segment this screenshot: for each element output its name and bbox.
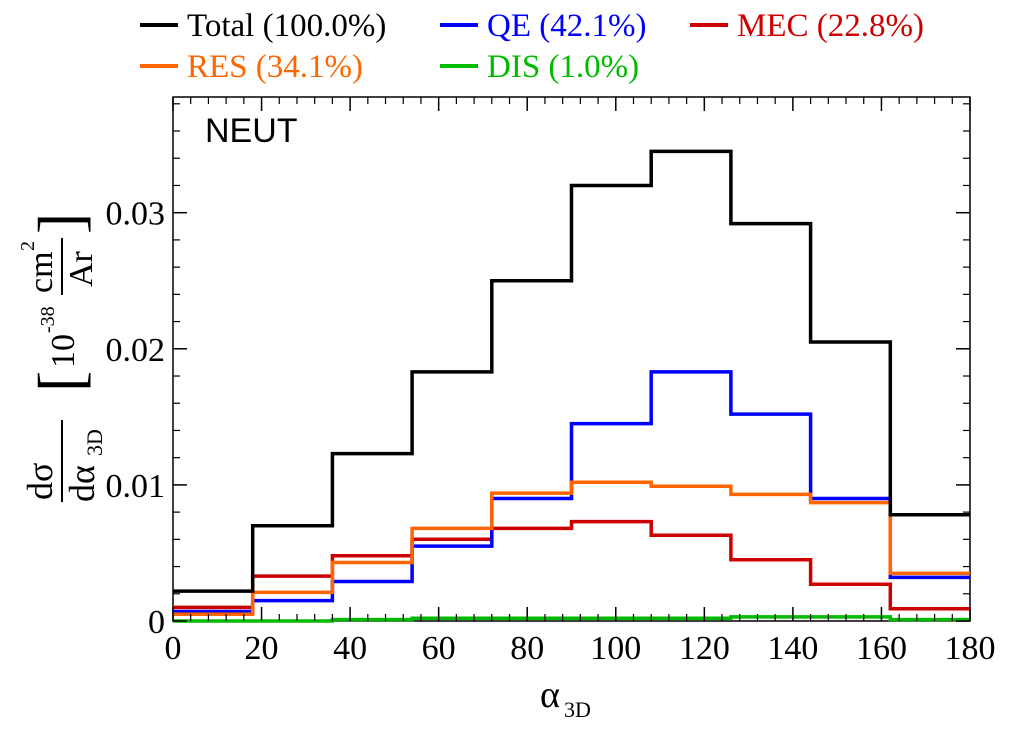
y-label-numerator: dσ <box>20 463 60 500</box>
x-tick-label: 180 <box>945 630 996 667</box>
y-label-bracket-open: [ <box>25 371 96 392</box>
y-label-unit-exponent: -38 <box>37 306 59 333</box>
series-mec-line <box>173 519 970 611</box>
y-tick-label: 0.02 <box>106 332 166 369</box>
series-qe-line <box>173 370 970 614</box>
y-label-unit-numerator: cm <box>23 251 60 293</box>
x-tick-label: 100 <box>590 630 641 667</box>
legend: Total (100.0%) QE (42.1%) MEC (22.8%) RES (… <box>140 8 924 85</box>
x-tick-label: 140 <box>767 630 818 667</box>
series-res-line <box>173 480 970 616</box>
series-layer <box>173 149 970 623</box>
y-label-denominator: dα <box>62 465 102 502</box>
legend-label-mec: MEC (22.8%) <box>737 8 924 44</box>
x-tick-label: 160 <box>856 630 907 667</box>
annotation-neut: NEUT <box>205 112 298 150</box>
x-tick-label: 120 <box>679 630 730 667</box>
x-tick-label: 40 <box>333 630 367 667</box>
plot-frame <box>172 96 971 622</box>
ticks: 0 20 40 60 80 100 120 140 160 180 0 0.01 0.02 0.03 <box>106 97 996 667</box>
x-tick-label: 0 <box>165 630 182 667</box>
y-label-unit-denominator: Ar <box>63 250 100 287</box>
y-tick-label: 0.03 <box>106 196 166 233</box>
series-total-line <box>173 149 970 593</box>
y-label-bracket-close: ] <box>25 213 96 234</box>
y-axis-label: dσ dα 3D [ 10 -38 cm 2 Ar ] <box>17 213 107 502</box>
x-axis-label-main: α <box>540 674 560 716</box>
legend-label-qe: QE (42.1%) <box>487 8 646 44</box>
x-tick-label: 20 <box>245 630 279 667</box>
y-label-unit-prefix: 10 <box>45 334 82 368</box>
x-tick-label: 60 <box>422 630 456 667</box>
y-tick-label: 0.01 <box>106 468 166 505</box>
legend-label-res: RES (34.1%) <box>187 49 363 85</box>
legend-label-total: Total (100.0%) <box>187 8 386 44</box>
y-label-denominator-sub: 3D <box>82 429 107 456</box>
y-label-unit-numerator-exp: 2 <box>17 241 39 251</box>
x-tick-label: 80 <box>510 630 544 667</box>
legend-label-dis: DIS (1.0%) <box>487 49 639 85</box>
x-axis-label-sub: 3D <box>564 697 591 722</box>
y-tick-label: 0 <box>148 604 165 641</box>
x-axis-label: α 3D <box>540 674 591 722</box>
